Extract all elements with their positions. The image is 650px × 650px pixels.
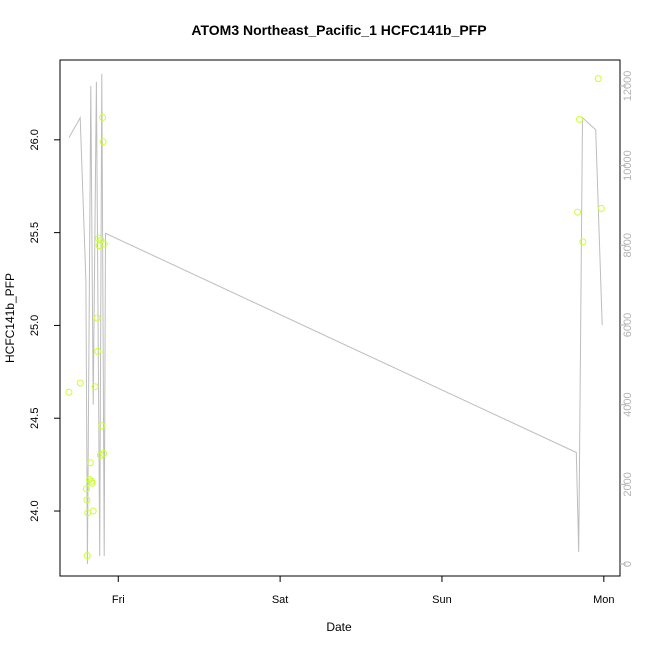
- data-point: [597, 205, 605, 212]
- y-axis-label: HCFC141b_PFP: [3, 273, 17, 363]
- data-point: [100, 240, 108, 248]
- y2-tick-label: 10000: [622, 150, 634, 181]
- data-point: [89, 507, 97, 515]
- point-series-layer: [65, 75, 605, 560]
- x-tick-label: Fri: [112, 594, 125, 606]
- data-point: [100, 450, 107, 457]
- data-point: [91, 383, 99, 391]
- data-point: [93, 314, 101, 322]
- data-point: [65, 388, 73, 396]
- x-tick-label: Sat: [272, 594, 289, 606]
- y-axis-right: 0 2000 4000 6000 8000 10000 12000: [620, 71, 634, 567]
- y-tick-label: 25.5: [29, 222, 41, 243]
- y2-tick-label: 4000: [622, 392, 634, 416]
- data-point: [99, 138, 107, 146]
- y-tick-label: 24.5: [29, 408, 41, 429]
- y2-tick-label: 8000: [622, 233, 634, 257]
- data-point: [83, 496, 91, 504]
- y2-tick-label: 12000: [622, 71, 634, 102]
- y2-tick-label: 2000: [622, 472, 634, 496]
- y2-tick-label: 0: [622, 561, 634, 567]
- data-point: [574, 208, 582, 216]
- y-tick-label: 25.0: [29, 315, 41, 336]
- x-axis-label: Date: [326, 620, 352, 634]
- data-point: [576, 115, 583, 123]
- x-tick-label: Sun: [432, 594, 452, 606]
- data-point: [579, 238, 587, 246]
- data-point: [98, 422, 106, 430]
- data-point: [83, 552, 91, 560]
- data-point: [76, 379, 84, 387]
- x-axis: Fri Sat Sun Mon: [112, 576, 615, 606]
- y-tick-label: 26.0: [29, 129, 41, 150]
- y-tick-label: 24.0: [29, 500, 41, 521]
- x-tick-label: Mon: [593, 594, 614, 606]
- data-point: [99, 114, 107, 121]
- plot-frame: [59, 59, 621, 577]
- data-point: [86, 459, 94, 467]
- y2-tick-label: 6000: [622, 313, 634, 337]
- data-point: [82, 485, 90, 493]
- data-point: [94, 347, 102, 355]
- y-axis-left: 24.0 24.5 25.0 25.5 26.0: [29, 129, 60, 522]
- chart-title: ATOM3 Northeast_Pacific_1 HCFC141b_PFP: [191, 22, 486, 38]
- series-line: [68, 73, 603, 565]
- data-point: [88, 479, 96, 487]
- data-point: [594, 75, 602, 83]
- line-series-layer: [68, 73, 603, 565]
